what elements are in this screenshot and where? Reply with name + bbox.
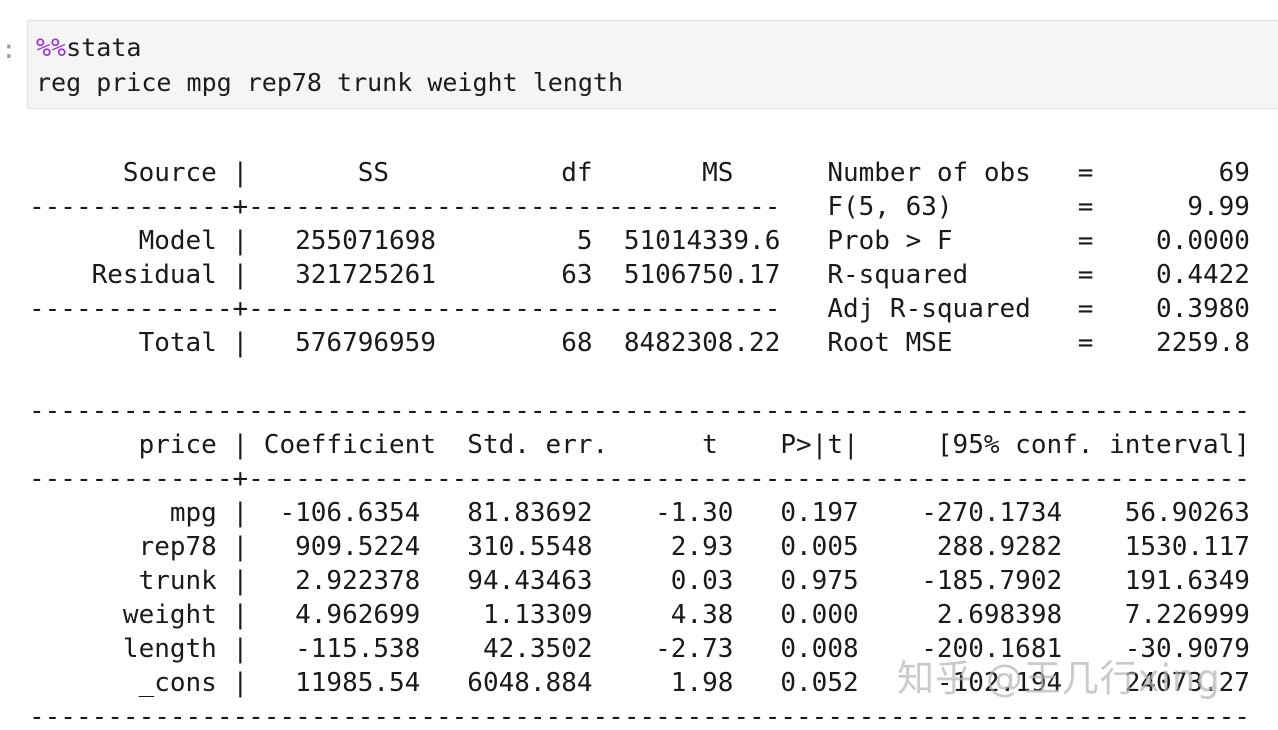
cell-prompt-colon: : [1,35,17,65]
stata-command-line: reg price mpg rep78 trunk weight length [36,68,623,97]
stata-regression-output: Source | SS df MS Number of obs = 69 ---… [29,158,1250,730]
code-cell[interactable]: %%stata reg price mpg rep78 trunk weight… [27,20,1278,109]
magic-line: %%stata [36,33,141,62]
cell-magic-name: stata [66,33,142,62]
cell-magic-percent: %% [36,33,67,62]
code-editor[interactable]: %%stata reg price mpg rep78 trunk weight… [28,21,1278,100]
